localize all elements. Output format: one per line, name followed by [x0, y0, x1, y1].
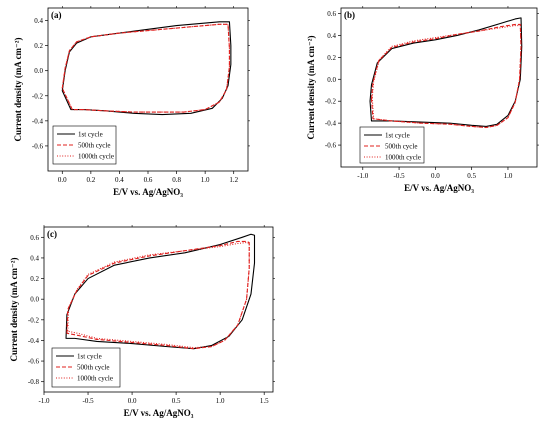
- series-line-0: [65, 233, 256, 350]
- series-line-1: [61, 23, 230, 113]
- x-tick-label: -0.5: [394, 172, 406, 180]
- legend-label-2: 1000th cycle: [77, 375, 113, 383]
- series-line-2: [371, 24, 522, 129]
- x-tick-label: 0.8: [172, 176, 181, 184]
- panel-label: (c): [47, 229, 57, 239]
- chart-panel-1: -1.0 -0.5 0.0 0.5 1.0 -0.6 -0.4 -0.2 0.0 0.2 0.4 0.…: [306, 6, 539, 193]
- y-tick-label: -0.4: [28, 337, 40, 345]
- x-tick-label: -1.0: [357, 172, 369, 180]
- x-tick-label: 1.5: [260, 397, 269, 405]
- y-axis-label: Current density (mA cm⁻²): [306, 35, 316, 139]
- x-tick-label: 1.0: [201, 176, 210, 184]
- y-tick-label: 0.0: [30, 296, 39, 304]
- x-tick-label: 1.2: [229, 176, 238, 184]
- legend-box: [52, 125, 117, 165]
- series-line-2: [61, 23, 230, 113]
- legend-label-1: 500th cycle: [78, 142, 110, 150]
- y-tick-label: -0.2: [32, 92, 44, 100]
- legend-label-1: 500th cycle: [385, 143, 417, 151]
- y-tick-label: 0.4: [30, 254, 39, 262]
- x-tick-label: 1.0: [504, 172, 513, 180]
- x-tick-label: 0.5: [467, 172, 476, 180]
- y-tick-label: 0.4: [327, 32, 336, 40]
- y-tick-label: -0.6: [28, 358, 40, 366]
- legend-label-0: 1st cycle: [77, 353, 102, 361]
- legend: 1st cycle 500th cycle 1000th cycle: [51, 347, 121, 388]
- y-axis-label: Current density (mA cm⁻²): [13, 37, 23, 141]
- y-tick-label: -0.6: [325, 142, 337, 150]
- series-line-0: [369, 17, 523, 127]
- plot-frame: [340, 7, 538, 168]
- panel-label: (b): [344, 10, 355, 20]
- y-tick-label: 0.2: [34, 42, 43, 50]
- legend-label-0: 1st cycle: [78, 131, 103, 139]
- panel-label: (a): [51, 10, 62, 20]
- x-tick-label: -0.5: [82, 397, 94, 405]
- y-tick-label: 0.0: [327, 76, 336, 84]
- x-tick-label: 0.6: [144, 176, 153, 184]
- y-tick-label: 0.2: [30, 275, 39, 283]
- x-tick-label: 0.0: [58, 176, 67, 184]
- plot-frame: [43, 226, 274, 393]
- series-line-1: [370, 23, 522, 129]
- y-tick-label: -0.2: [325, 98, 337, 106]
- x-tick-label: 0.0: [431, 172, 440, 180]
- series-line-2: [67, 241, 250, 349]
- y-tick-label: -0.4: [325, 120, 337, 128]
- series-line-1: [66, 240, 250, 350]
- y-tick-label: 0.0: [34, 67, 43, 75]
- x-tick-label: 0.2: [86, 176, 95, 184]
- x-tick-label: 0.0: [128, 397, 137, 405]
- chart-panel-0: 0.0 0.2 0.4 0.6 0.8 1.0 1.2 -0.6 -0.4 -0.2 0.0 0.2 0…: [13, 6, 250, 197]
- legend: 1st cycle 500th cycle 1000th cycle: [52, 125, 117, 165]
- chart-panel-2: -1.0 -0.5 0.0 0.5 1.0 1.5 -0.8 -0.6 -0.4 -0.2 0.0 0…: [9, 225, 275, 418]
- y-tick-label: 0.4: [34, 17, 43, 25]
- legend: 1st cycle 500th cycle 1000th cycle: [359, 126, 425, 164]
- y-tick-label: 0.6: [30, 234, 39, 242]
- x-axis-label: E/V vs. Ag/AgNO₃: [124, 408, 194, 418]
- legend-label-2: 1000th cycle: [385, 154, 421, 162]
- series-line-0: [61, 21, 232, 116]
- legend-label-2: 1000th cycle: [78, 153, 114, 161]
- y-tick-label: -0.8: [28, 378, 40, 386]
- x-axis-label: E/V vs. Ag/AgNO₃: [113, 187, 183, 197]
- y-tick-label: -0.4: [32, 117, 44, 125]
- legend-label-1: 500th cycle: [77, 364, 109, 372]
- legend-box: [359, 126, 425, 164]
- y-tick-label: 0.6: [327, 10, 336, 18]
- x-tick-label: 1.0: [216, 397, 225, 405]
- x-axis-label: E/V vs. Ag/AgNO₃: [404, 183, 474, 193]
- y-axis-label: Current density (mA cm⁻²): [9, 257, 19, 361]
- x-tick-label: 0.5: [172, 397, 181, 405]
- x-tick-label: 0.4: [115, 176, 124, 184]
- legend-label-0: 1st cycle: [385, 132, 410, 140]
- y-tick-label: -0.6: [32, 142, 44, 150]
- y-tick-label: 0.2: [327, 54, 336, 62]
- y-tick-label: -0.2: [28, 316, 40, 324]
- x-tick-label: -1.0: [38, 397, 50, 405]
